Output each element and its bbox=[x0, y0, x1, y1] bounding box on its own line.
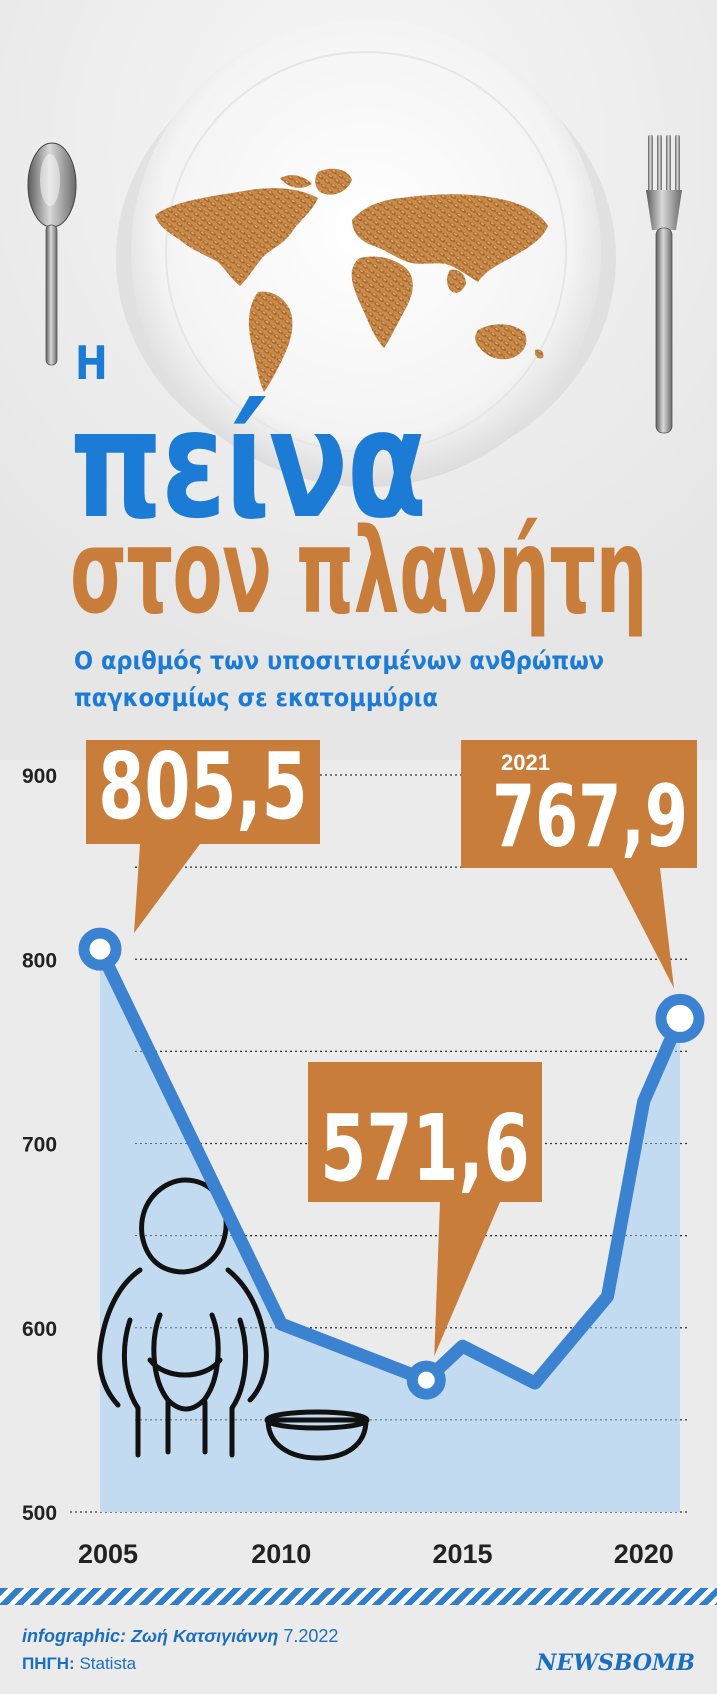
person-stroke bbox=[225, 1267, 269, 1403]
x-tick-label: 2020 bbox=[614, 1539, 674, 1569]
bowl-rim bbox=[264, 1409, 370, 1431]
x-tick-label: 2015 bbox=[432, 1539, 492, 1569]
callout-tail bbox=[612, 868, 674, 989]
callout-value: 767,9 bbox=[492, 766, 688, 867]
y-tick-label: 700 bbox=[22, 1134, 57, 1157]
y-tick-label: 900 bbox=[22, 765, 57, 788]
callout-tail bbox=[434, 1202, 500, 1357]
data-point-marker bbox=[78, 927, 122, 971]
newsbomb-logo: NEWSBOMB bbox=[536, 1650, 695, 1676]
credit-author: Ζωή Κατσιγιάννη bbox=[126, 1626, 279, 1646]
y-tick-label: 600 bbox=[22, 1318, 57, 1341]
callout-value: 571,6 bbox=[320, 1095, 530, 1202]
title-main: πείνα bbox=[70, 378, 427, 552]
source-line: ΠΗΓΗ: Statista bbox=[22, 1654, 136, 1674]
callout-tail bbox=[134, 844, 200, 934]
data-point-marker bbox=[655, 993, 705, 1043]
callout-box bbox=[308, 1062, 542, 1202]
title-article: Η bbox=[75, 336, 108, 390]
world-map-grains bbox=[155, 168, 548, 392]
x-tick-label: 2010 bbox=[251, 1539, 311, 1569]
credit-line: infographic: Ζωή Κατσιγιάννη 7.2022 bbox=[22, 1626, 338, 1647]
person-stroke bbox=[121, 1317, 141, 1458]
callout-box bbox=[86, 740, 320, 844]
source-name: Statista bbox=[74, 1654, 137, 1673]
credit-date: 7.2022 bbox=[278, 1626, 339, 1646]
person-stroke bbox=[151, 1312, 221, 1412]
x-tick-label: 2005 bbox=[78, 1539, 138, 1569]
fork-icon bbox=[646, 135, 682, 434]
callout-value: 805,5 bbox=[98, 740, 308, 840]
person-stroke bbox=[97, 1267, 143, 1408]
hero-illustration bbox=[0, 0, 717, 760]
person-stroke bbox=[229, 1317, 249, 1458]
spoon-icon bbox=[27, 142, 77, 366]
y-tick-label: 800 bbox=[22, 949, 57, 972]
series-line bbox=[93, 942, 687, 1390]
person-with-bowl-icon bbox=[97, 1177, 370, 1461]
callout-year: 2021 bbox=[501, 750, 550, 775]
title-sub: στον πλανήτη bbox=[70, 502, 648, 640]
footer-stripe bbox=[0, 1588, 717, 1605]
area-fill bbox=[100, 949, 680, 1512]
callout-box bbox=[461, 740, 697, 868]
credit-prefix: infographic: bbox=[22, 1626, 126, 1646]
bowl-icon bbox=[265, 1417, 369, 1461]
chart-subtitle-line-1: Ο αριθμός των υποσιτισμένων ανθρώπων bbox=[74, 646, 605, 675]
source-prefix: ΠΗΓΗ: bbox=[22, 1654, 75, 1673]
person-stroke bbox=[139, 1177, 229, 1275]
person-stroke bbox=[147, 1357, 223, 1378]
data-point-marker bbox=[406, 1360, 446, 1400]
chart-subtitle-line-2: παγκοσμίως σε εκατομμύρια bbox=[74, 683, 438, 712]
y-tick-label: 500 bbox=[22, 1502, 57, 1525]
